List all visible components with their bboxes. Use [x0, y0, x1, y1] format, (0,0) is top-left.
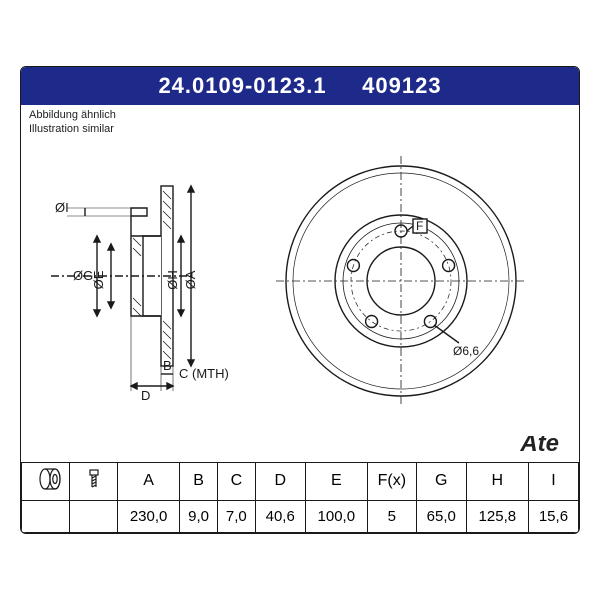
td-F: 5	[367, 500, 416, 532]
subtitle-line2: Illustration similar	[29, 123, 571, 136]
th-E: E	[305, 462, 367, 500]
th-D: D	[255, 462, 305, 500]
td-A: 230,0	[118, 500, 180, 532]
td-D: 40,6	[255, 500, 305, 532]
th-A: A	[118, 462, 180, 500]
td-B: 9,0	[180, 500, 218, 532]
icon-disc-cell	[22, 462, 70, 500]
th-C: C	[217, 462, 255, 500]
label-bolt-diam: Ø6,6	[453, 344, 479, 358]
subtitle-line1: Abbildung ähnlich	[29, 109, 571, 122]
disc-icon	[29, 467, 63, 491]
td-E: 100,0	[305, 500, 367, 532]
table-value-row: 230,0 9,0 7,0 40,6 100,0 5 65,0 125,8 15…	[22, 500, 579, 532]
label-diam-A: ØA	[183, 270, 198, 289]
th-G: G	[416, 462, 466, 500]
label-diam-E: ØE	[91, 270, 106, 289]
technical-drawing: ØI ØG ØE ØH ØA B D C (MTH)	[21, 136, 580, 436]
label-C-mth: C (MTH)	[179, 366, 229, 381]
label-F: F	[416, 219, 423, 233]
th-F: F(x)	[367, 462, 416, 500]
th-B: B	[180, 462, 218, 500]
label-D: D	[141, 388, 150, 403]
label-B: B	[163, 358, 172, 373]
table-header-row: A B C D E F(x) G H I	[22, 462, 579, 500]
label-diam-I: ØI	[55, 200, 69, 215]
td-C: 7,0	[217, 500, 255, 532]
short-code: 409123	[362, 73, 441, 98]
spec-table: A B C D E F(x) G H I 230,0 9,0 7,0 40,6 …	[21, 462, 579, 533]
part-number: 24.0109-0123.1	[158, 73, 326, 98]
blank-cell-1	[22, 500, 70, 532]
td-H: 125,8	[466, 500, 528, 532]
blank-cell-2	[70, 500, 118, 532]
label-diam-H: ØH	[165, 270, 180, 290]
th-H: H	[466, 462, 528, 500]
icon-bolt-cell	[70, 462, 118, 500]
spec-card: 24.0109-0123.1 409123 Abbildung ähnlich …	[20, 66, 580, 533]
td-I: 15,6	[528, 500, 578, 532]
diagram-area: ØI ØG ØE ØH ØA B D C (MTH)	[21, 136, 579, 436]
td-G: 65,0	[416, 500, 466, 532]
header-bar: 24.0109-0123.1 409123	[21, 67, 579, 105]
th-I: I	[528, 462, 578, 500]
bolt-icon	[82, 467, 106, 491]
subtitle: Abbildung ähnlich Illustration similar	[21, 105, 579, 135]
